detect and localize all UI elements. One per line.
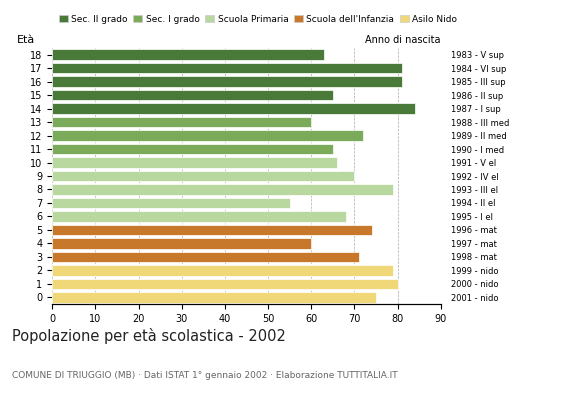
Bar (52, 252, 359, 262)
Bar (52, 63, 402, 74)
Bar (52, 50, 324, 60)
Legend: Sec. II grado, Sec. I grado, Scuola Primaria, Scuola dell'Infanzia, Asilo Nido: Sec. II grado, Sec. I grado, Scuola Prim… (57, 13, 459, 26)
Text: Popolazione per età scolastica - 2002: Popolazione per età scolastica - 2002 (12, 328, 285, 344)
Bar (52, 103, 415, 114)
Bar (52, 238, 311, 249)
Bar (52, 265, 393, 276)
Text: COMUNE DI TRIUGGIO (MB) · Dati ISTAT 1° gennaio 2002 · Elaborazione TUTTITALIA.I: COMUNE DI TRIUGGIO (MB) · Dati ISTAT 1° … (12, 371, 397, 380)
Bar (52, 184, 393, 195)
Text: Anno di nascita: Anno di nascita (365, 36, 441, 46)
Bar (52, 225, 372, 235)
Bar (52, 144, 333, 154)
Bar (52, 171, 354, 181)
Bar (52, 157, 337, 168)
Text: Età: Età (17, 36, 35, 46)
Bar (52, 76, 402, 87)
Bar (52, 211, 346, 222)
Bar (52, 198, 289, 208)
Bar (52, 292, 376, 302)
Bar (52, 117, 311, 127)
Bar (52, 90, 333, 100)
Bar (52, 278, 398, 289)
Bar (52, 130, 363, 141)
